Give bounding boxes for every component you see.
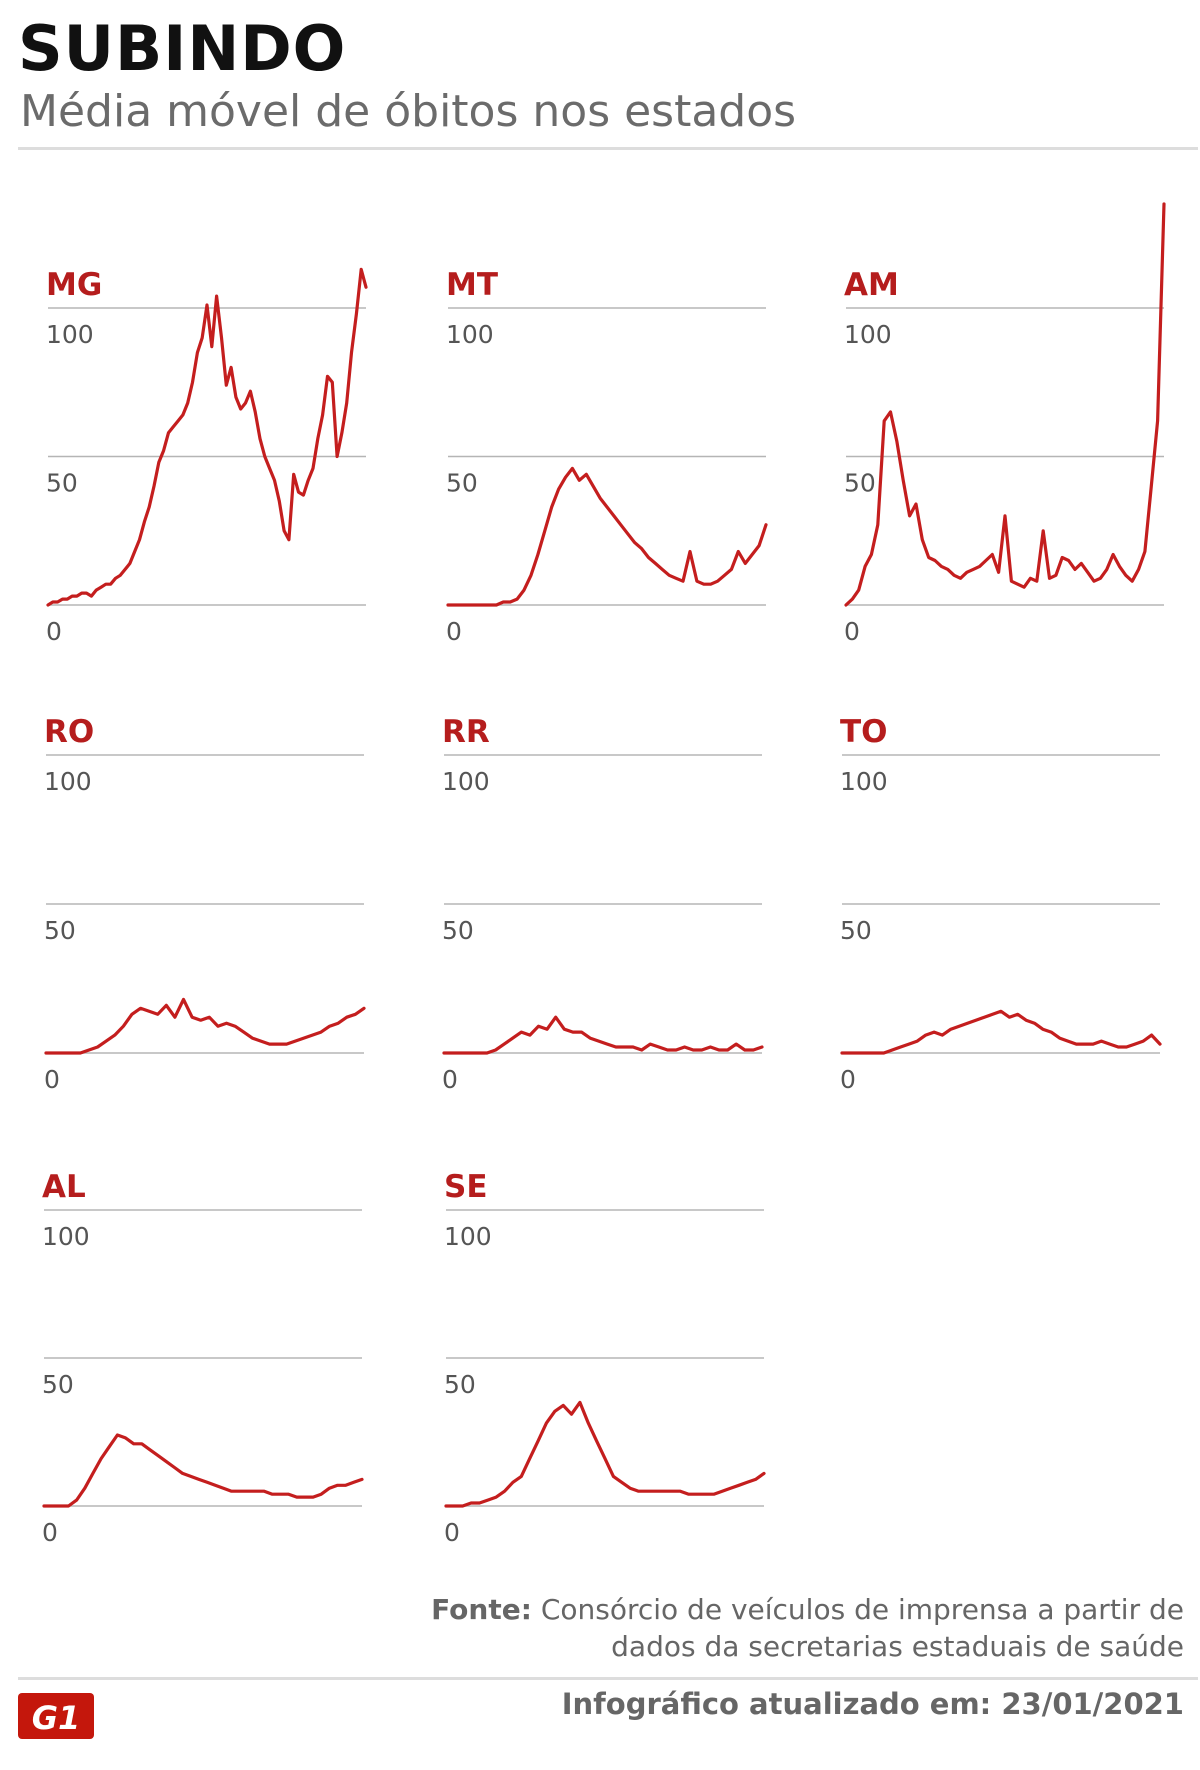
source-label: Fonte:: [431, 1593, 532, 1626]
tick-label-0: 0: [442, 1065, 458, 1094]
panel-am: 0 50 100 AM: [844, 202, 1166, 646]
tick-label-0: 0: [46, 617, 62, 646]
series-line-rr: [442, 1015, 764, 1055]
logo-text: G1: [32, 1699, 81, 1737]
tick-label-0: 0: [44, 1065, 60, 1094]
tick-label-0: 0: [844, 617, 860, 646]
series-line-al: [42, 1433, 364, 1508]
update-date: Infográfico atualizado em: 23/01/2021: [561, 1687, 1184, 1721]
tick-label-0: 0: [840, 1065, 856, 1094]
series-line-ro: [44, 997, 366, 1055]
footer-divider: [18, 1677, 1198, 1680]
panel-label-al: AL: [42, 1169, 86, 1205]
tick-label-50: 50: [844, 469, 876, 498]
page-subtitle: Média móvel de óbitos nos estados: [20, 86, 797, 137]
panel-label-to: TO: [840, 714, 888, 750]
panel-se: 0 50 100 SE: [444, 1169, 766, 1547]
panel-mt: 0 50 100 MT: [446, 267, 768, 646]
panel-rr: 0 50 100 RR: [442, 714, 764, 1094]
tick-label-50: 50: [42, 1370, 74, 1399]
tick-label-50: 50: [46, 469, 78, 498]
panel-label-am: AM: [844, 267, 899, 303]
series-line-mt: [446, 466, 768, 607]
tick-label-100: 100: [42, 1222, 90, 1251]
series-line-am: [844, 202, 1166, 607]
panel-label-rr: RR: [442, 714, 490, 750]
series-line-to: [840, 1009, 1162, 1055]
tick-label-50: 50: [442, 916, 474, 945]
tick-label-50: 50: [444, 1370, 476, 1399]
page-title: SUBINDO: [18, 12, 347, 85]
tick-label-50: 50: [840, 916, 872, 945]
tick-label-100: 100: [46, 320, 94, 349]
tick-label-0: 0: [446, 617, 462, 646]
tick-label-50: 50: [446, 469, 478, 498]
panel-al: 0 50 100 AL: [42, 1169, 364, 1547]
tick-label-100: 100: [44, 767, 92, 796]
panel-label-ro: RO: [44, 714, 94, 750]
tick-label-100: 100: [444, 1222, 492, 1251]
panel-label-mg: MG: [46, 267, 102, 303]
g1-logo: G1: [18, 1693, 94, 1739]
series-line-mg: [46, 267, 368, 607]
panel-to: 0 50 100 TO: [840, 714, 1162, 1094]
panel-label-se: SE: [444, 1169, 488, 1205]
tick-label-0: 0: [444, 1518, 460, 1547]
tick-label-0: 0: [42, 1518, 58, 1547]
tick-label-100: 100: [446, 320, 494, 349]
source-note: Fonte: Consórcio de veículos de imprensa…: [424, 1591, 1184, 1665]
panel-label-mt: MT: [446, 267, 498, 303]
source-text: Consórcio de veículos de imprensa a part…: [540, 1593, 1184, 1663]
header-divider: [18, 147, 1198, 150]
tick-label-100: 100: [840, 767, 888, 796]
panel-mg: 0 50 100 MG: [46, 267, 368, 646]
tick-label-100: 100: [442, 767, 490, 796]
panel-ro: 0 50 100 RO: [44, 714, 366, 1094]
series-line-se: [444, 1400, 766, 1508]
tick-label-100: 100: [844, 320, 892, 349]
tick-label-50: 50: [44, 916, 76, 945]
